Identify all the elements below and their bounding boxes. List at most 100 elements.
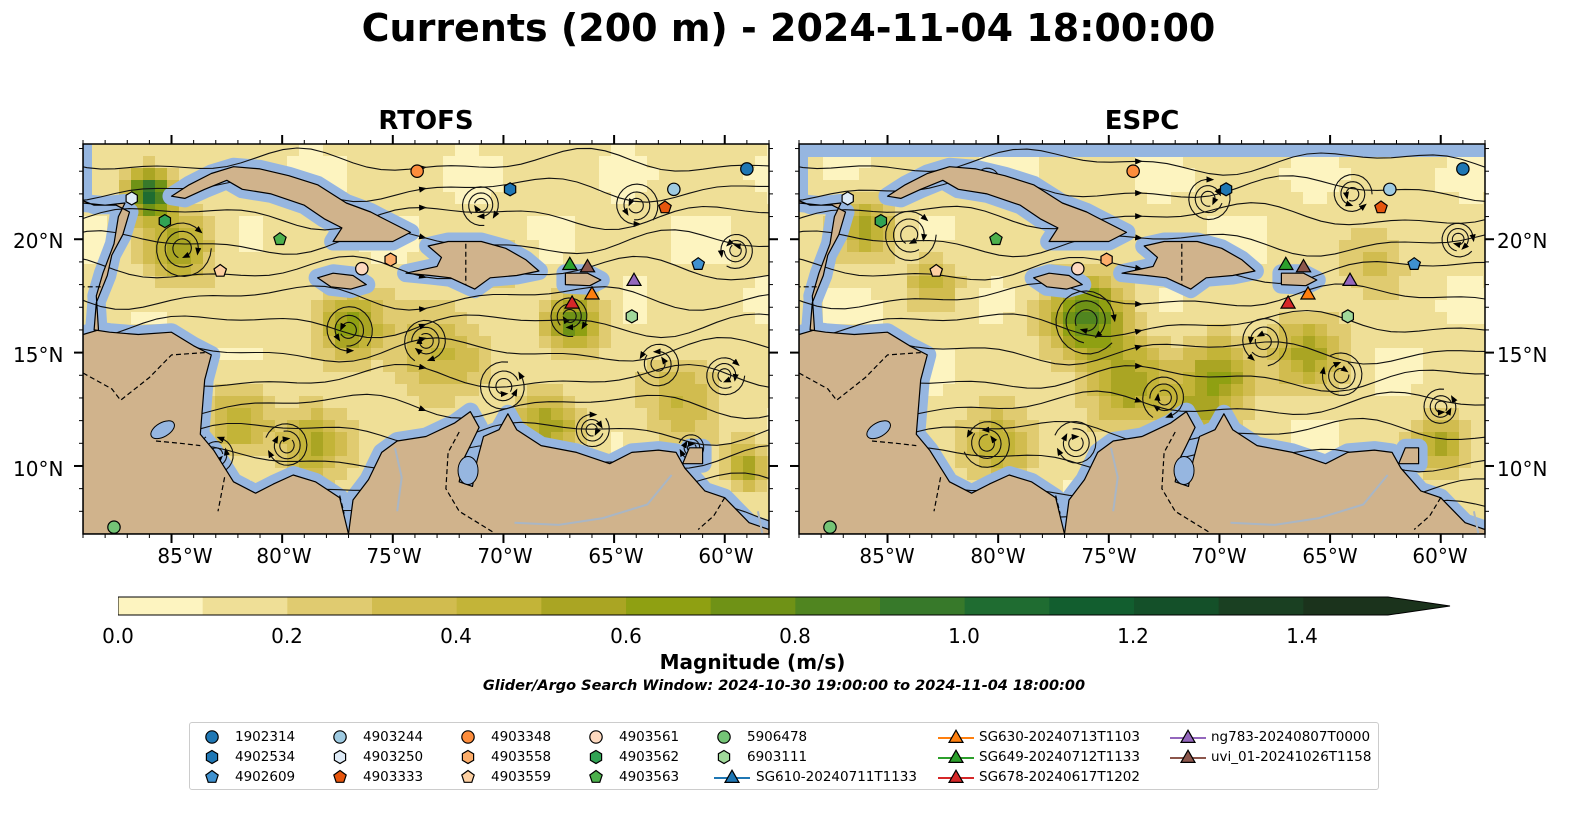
lat-label-20n-left: 20°N bbox=[13, 229, 64, 253]
legend-marker bbox=[205, 769, 219, 783]
legend-symbol-sg678-20240617t1202 bbox=[938, 768, 974, 790]
search-window-caption: Glider/Argo Search Window: 2024-10-30 19… bbox=[482, 678, 1086, 694]
legend-label-4903561: 4903561 bbox=[619, 729, 680, 745]
legend-symbol-sg630-20240713t1103 bbox=[938, 728, 974, 750]
legend-marker bbox=[333, 749, 347, 765]
lon-label-80w-rtofs: 80°W bbox=[256, 544, 312, 568]
legend-label-4903562: 4903562 bbox=[619, 749, 680, 765]
legend-marker bbox=[947, 748, 965, 763]
marker-sg630-20240713t1103 bbox=[1299, 285, 1317, 300]
rtofs-current-map bbox=[74, 135, 778, 543]
panel-title-rtofs: RTOFS bbox=[378, 106, 474, 136]
marker-4903558 bbox=[1100, 252, 1113, 267]
marker-4902609 bbox=[1407, 256, 1422, 271]
marker-ng783-20240807t0000 bbox=[1341, 271, 1359, 286]
legend-symbol-4903562 bbox=[586, 748, 606, 770]
colorbar-tick-0-4: 0.4 bbox=[440, 624, 472, 648]
legend-label-sg649-20240712t1133: SG649-20240712T1133 bbox=[979, 749, 1140, 765]
marker-4903559 bbox=[929, 263, 944, 277]
legend-marker bbox=[589, 730, 603, 744]
legend-symbol-4903561 bbox=[586, 728, 606, 750]
marker-4903563 bbox=[273, 231, 287, 246]
legend-label-1902314: 1902314 bbox=[235, 729, 296, 745]
legend-label-sg610-20240711t1133: SG610-20240711T1133 bbox=[756, 769, 917, 785]
colorbar-segment bbox=[541, 597, 627, 615]
colorbar-tick-1-0: 1.0 bbox=[948, 624, 980, 648]
colorbar-tick-0-6: 0.6 bbox=[610, 624, 642, 648]
lon-label-60w-rtofs: 60°W bbox=[698, 544, 754, 568]
legend-label-4903244: 4903244 bbox=[363, 729, 424, 745]
marker-4903561 bbox=[1071, 261, 1085, 276]
marker-sg678-20240617t1202 bbox=[1279, 294, 1297, 309]
colorbar-segment bbox=[1303, 597, 1389, 615]
colorbar-label: Magnitude (m/s) bbox=[659, 650, 846, 674]
legend-label-4903563: 4903563 bbox=[619, 769, 680, 785]
legend-marker bbox=[589, 769, 603, 783]
map-frame bbox=[74, 135, 778, 543]
marker-5906478 bbox=[823, 520, 837, 534]
legend-label-sg630-20240713t1103: SG630-20240713T1103 bbox=[979, 729, 1140, 745]
marker-4903348 bbox=[1126, 164, 1140, 178]
marker-6903111 bbox=[625, 309, 639, 324]
legend-label-4903558: 4903558 bbox=[491, 749, 552, 765]
marker-4902534 bbox=[1219, 182, 1233, 197]
current-streamlines bbox=[799, 148, 1485, 525]
colorbar-tick-1-4: 1.4 bbox=[1286, 624, 1318, 648]
marker-uvi_01-20241026t1158 bbox=[579, 258, 596, 273]
marker-4903244 bbox=[1383, 182, 1397, 197]
marker-sg678-20240617t1202 bbox=[563, 294, 581, 309]
legend-label-ng783-20240807t0000: ng783-20240807T0000 bbox=[1211, 729, 1371, 745]
marker-4903250 bbox=[841, 191, 854, 206]
marker-4903558 bbox=[384, 252, 397, 267]
marker-uvi_01-20241026t1158 bbox=[1295, 258, 1312, 273]
legend-marker bbox=[717, 749, 731, 765]
colorbar-segment bbox=[287, 597, 373, 615]
marker-legend: 1902314 4902534 4902609 4903244 4903250 49033… bbox=[189, 722, 1379, 790]
lat-label-10n-right: 10°N bbox=[1497, 457, 1548, 481]
lon-label-65w-rtofs: 65°W bbox=[588, 544, 644, 568]
colorbar-segment bbox=[880, 597, 966, 615]
espc-current-map bbox=[790, 135, 1494, 543]
colorbar-segment bbox=[456, 597, 542, 615]
marker-4903561 bbox=[355, 261, 369, 276]
legend-marker bbox=[205, 730, 219, 744]
colorbar-segment bbox=[372, 597, 458, 615]
colorbar-segment bbox=[1218, 597, 1304, 615]
observation-markers bbox=[823, 162, 1470, 534]
marker-4903348 bbox=[410, 164, 424, 178]
magnitude-colorbar bbox=[117, 596, 1453, 622]
lat-label-20n-right: 20°N bbox=[1497, 229, 1548, 253]
marker-4903333 bbox=[658, 200, 672, 214]
legend-marker bbox=[205, 749, 219, 765]
lon-label-60w-espc: 60°W bbox=[1412, 544, 1468, 568]
lon-label-80w-espc: 80°W bbox=[970, 544, 1026, 568]
legend-marker bbox=[1179, 748, 1197, 763]
marker-6903111 bbox=[1341, 309, 1355, 324]
legend-symbol-uvi_01-20241026t1158 bbox=[1170, 748, 1206, 770]
legend-label-6903111: 6903111 bbox=[747, 749, 808, 765]
marker-sg649-20240712t1133 bbox=[561, 256, 578, 271]
lon-label-75w-rtofs: 75°W bbox=[366, 544, 422, 568]
lon-label-65w-espc: 65°W bbox=[1302, 544, 1358, 568]
colorbar-extend-arrow bbox=[1388, 597, 1450, 615]
legend-marker bbox=[333, 769, 347, 783]
lon-label-75w-espc: 75°W bbox=[1081, 544, 1137, 568]
marker-sg630-20240713t1103 bbox=[583, 285, 601, 300]
legend-symbol-4903250 bbox=[330, 748, 350, 770]
legend-marker bbox=[461, 769, 475, 783]
legend-label-5906478: 5906478 bbox=[747, 729, 808, 745]
lon-label-70w-rtofs: 70°W bbox=[477, 544, 533, 568]
legend-marker bbox=[589, 749, 603, 765]
observation-markers bbox=[107, 162, 754, 534]
legend-marker bbox=[333, 730, 347, 744]
colorbar-segment bbox=[626, 597, 712, 615]
legend-symbol-4903244 bbox=[330, 728, 350, 750]
legend-symbol-4903558 bbox=[458, 748, 478, 770]
marker-4903562 bbox=[158, 213, 172, 229]
legend-label-uvi_01-20241026t1158: uvi_01-20241026T1158 bbox=[1211, 749, 1372, 765]
marker-4903250 bbox=[125, 191, 138, 206]
colorbar-tick-0-0: 0.0 bbox=[102, 624, 134, 648]
lon-label-85w-espc: 85°W bbox=[859, 544, 915, 568]
marker-5906478 bbox=[107, 520, 121, 534]
marker-4903333 bbox=[1374, 200, 1388, 214]
